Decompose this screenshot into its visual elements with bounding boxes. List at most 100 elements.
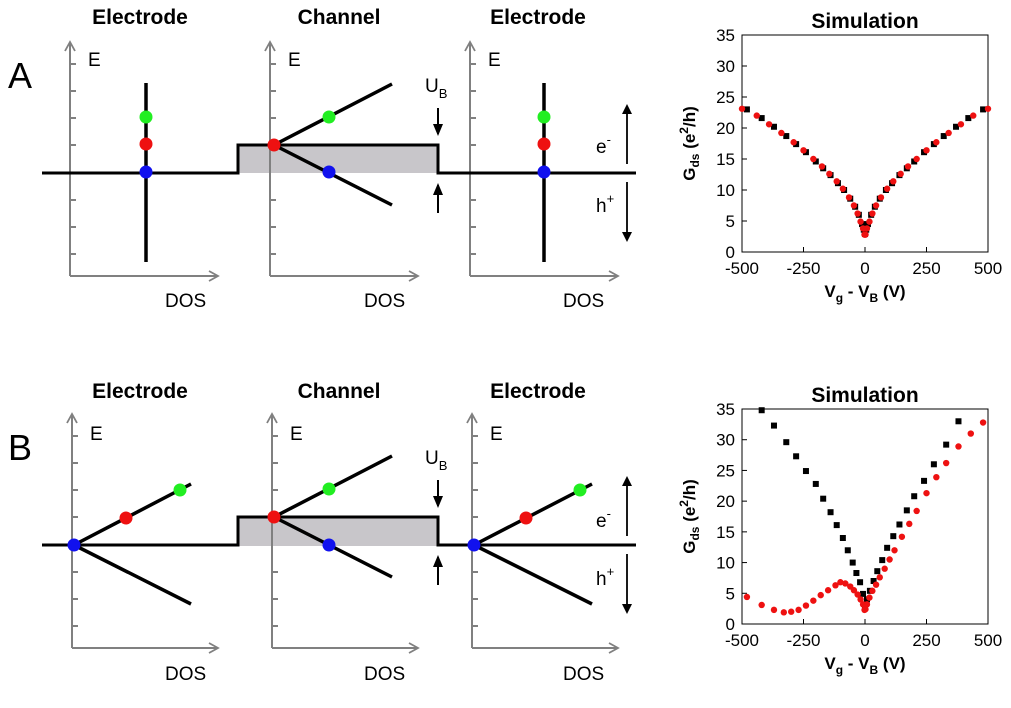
- chart-b-series1-point: [810, 597, 817, 604]
- chart-b-series1-point: [906, 520, 913, 528]
- chart-b-series0-point: [911, 493, 918, 500]
- chart-b-series1-point: [876, 574, 883, 581]
- chart-b-series1-point: [832, 582, 839, 589]
- panel-a-barrier-arrows: UB: [425, 76, 447, 213]
- panel-b: B Electrode Channel Electrode E DOS E DO…: [8, 380, 636, 685]
- chart-b-series1-point: [967, 430, 974, 437]
- chart-a-ytick-label: 5: [726, 212, 735, 231]
- chart-b-series1-point: [979, 419, 987, 426]
- chart-b-xlabel: Vg - VB (V): [824, 654, 905, 677]
- chart-a-series1-point: [933, 139, 940, 146]
- panel-b-channel-e-label: E: [290, 424, 303, 445]
- chart-a-series1-point: [883, 185, 891, 192]
- chart-b-xtick-label: 250: [912, 631, 940, 650]
- chart-a-series1-point: [753, 112, 760, 119]
- panel-b-left-dos-upper: [73, 482, 192, 547]
- panel-b-left-green-dot: [173, 483, 187, 497]
- panel-a-right-e-label: E: [488, 50, 501, 71]
- chart-b-ytick-label: 5: [726, 584, 735, 603]
- chart-a-series1-point: [857, 218, 864, 225]
- panel-a-left-green-dot: [139, 110, 153, 124]
- chart-b-series1-point: [955, 443, 962, 450]
- chart-b-series0-point: [930, 461, 937, 468]
- chart-b-title: Simulation: [811, 384, 918, 407]
- chart-b-series1-point: [913, 507, 920, 515]
- chart-b-series1-point: [795, 606, 802, 614]
- chart-b-series1-point: [758, 601, 765, 609]
- panel-b-channel-axes: E DOS: [266, 412, 420, 685]
- chart-b-ytick-label: 35: [716, 400, 735, 419]
- panel-a-hole-label: h+: [596, 191, 614, 217]
- chart-b-series0-point: [770, 422, 777, 429]
- panel-b-right-e-label: E: [490, 424, 503, 445]
- chart-b-series1-point: [743, 593, 751, 601]
- chart-b-series1-point: [770, 606, 778, 614]
- chart-a-series1-point: [778, 129, 785, 137]
- chart-b-series1-point: [857, 596, 864, 603]
- chart-b-series1-point: [886, 556, 893, 563]
- panel-a-hole-arrowhead: [622, 232, 632, 242]
- chart-b-series0-point: [896, 521, 903, 528]
- chart-b-series0-point: [874, 568, 881, 575]
- chart-b-series1-point: [863, 601, 871, 608]
- panel-a: A Electrode Channel Electrode E DOS E DO…: [8, 6, 636, 312]
- chart-b-series1-point: [872, 581, 880, 588]
- panel-b-left-dos-lower: [73, 543, 192, 606]
- chart-b-xtick-label: -250: [786, 631, 820, 650]
- panel-b-left-dos-label: DOS: [165, 664, 206, 685]
- chart-b-series0-point: [793, 453, 800, 460]
- chart-b-xtick-label: 0: [860, 631, 869, 650]
- panel-a-left-axes: E DOS: [64, 40, 220, 312]
- chart-a-series1-point: [800, 147, 807, 154]
- panel-b-barrier-arrowhead-up: [433, 555, 443, 567]
- chart-a-ytick-label: 0: [726, 243, 735, 262]
- chart-b-series0-point: [903, 507, 910, 514]
- panel-b-right-axes: E DOS: [466, 412, 620, 685]
- panel-b-barrier-arrowhead-down: [433, 496, 443, 508]
- chart-a-series1-point: [957, 121, 965, 128]
- chart-b-series1-point: [788, 608, 795, 615]
- chart-a-series1-point: [866, 218, 873, 225]
- panel-b-right-dos-label: DOS: [563, 664, 604, 685]
- chart-a-series1-point: [833, 178, 840, 185]
- chart-a-series1-point: [738, 105, 746, 112]
- panel-a-electron-arrowhead: [622, 104, 632, 114]
- chart-b-series0-point: [853, 570, 860, 577]
- panel-a-right-green-dot: [537, 110, 551, 124]
- chart-b-series1-point: [942, 459, 950, 467]
- panel-b-channel-blue-dot: [322, 538, 336, 552]
- panel-a-channel-dos-label: DOS: [364, 291, 405, 312]
- chart-a-series1-point: [765, 121, 773, 128]
- chart-a-ytick-label: 35: [716, 26, 735, 45]
- panel-a-channel-green-dot: [322, 110, 336, 124]
- chart-b-series0-point: [921, 477, 928, 484]
- chart-b-series1-point: [898, 533, 906, 540]
- panel-a-barrier-arrowhead-up: [433, 183, 443, 195]
- panel-a-title-right-electrode: Electrode: [490, 6, 586, 29]
- panel-a-channel-red-dot: [267, 138, 281, 152]
- panel-a-left-red-dot: [139, 137, 153, 151]
- chart-a-series1-point: [984, 105, 992, 112]
- chart-a-series1-point: [913, 155, 920, 163]
- panel-b-title-right-electrode: Electrode: [490, 380, 586, 403]
- panel-b-carrier-arrows: e- h+: [596, 476, 632, 614]
- panel-b-electron-arrowhead: [622, 476, 632, 486]
- chart-b-series1-point: [780, 609, 788, 616]
- chart-b-series0-point: [827, 509, 834, 516]
- chart-b-series0-point: [758, 407, 765, 414]
- chart-b-series0-point: [812, 480, 819, 487]
- panel-a-title-channel: Channel: [298, 6, 381, 29]
- chart-b-series0-point: [879, 557, 886, 564]
- chart-a-series0-point: [770, 123, 777, 130]
- panel-b-right-red-dot: [519, 511, 533, 525]
- chart-b-series0-point: [884, 544, 891, 551]
- chart-a-series1-point: [845, 194, 853, 201]
- chart-a-ylabel: Gds (e2/h): [677, 106, 702, 181]
- chart-a-series0-point: [911, 158, 918, 165]
- chart-b-series1-point: [850, 587, 858, 594]
- chart-a-series1-point: [790, 139, 797, 146]
- panel-a-energy-profile: [42, 143, 636, 175]
- chart-a-series0-point: [980, 106, 987, 113]
- chart-a-series1-point: [869, 210, 876, 217]
- chart-b-ylabel: Gds (e2/h): [677, 479, 702, 554]
